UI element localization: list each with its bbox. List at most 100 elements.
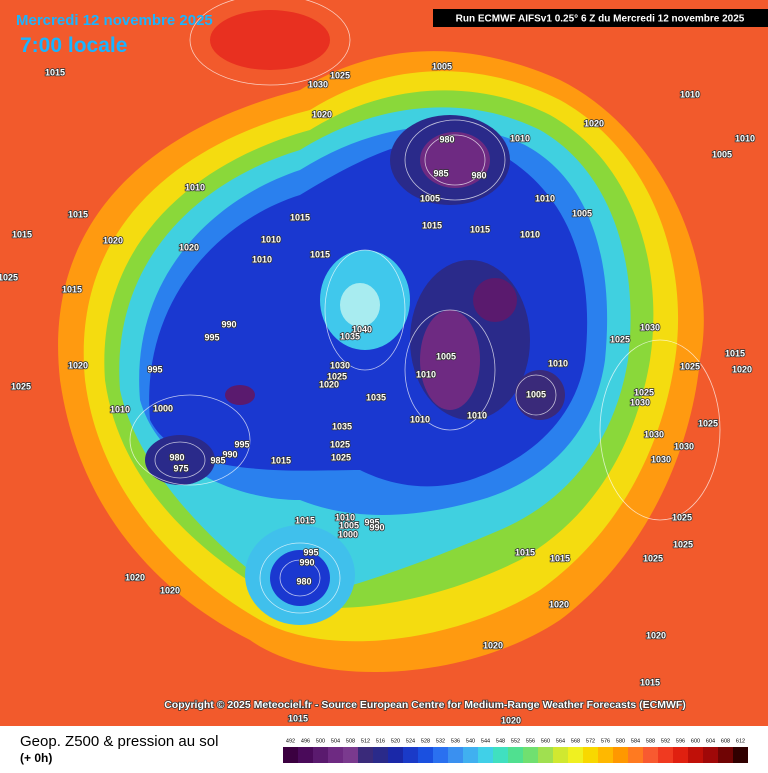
pressure-label: 1020 — [160, 585, 180, 595]
pressure-label: 1015 — [550, 553, 570, 563]
colorbar-label: 512 — [361, 738, 370, 744]
colorbar-swatch — [433, 747, 448, 763]
colorbar-swatch — [328, 747, 343, 763]
colorbar-swatch — [388, 747, 403, 763]
pressure-label: 1035 — [332, 421, 352, 431]
colorbar-label: 516 — [376, 738, 385, 744]
pressure-label: 1010 — [520, 229, 540, 239]
colorbar-label: 612 — [736, 738, 745, 744]
pressure-label: 1000 — [338, 529, 358, 539]
pressure-label: 1020 — [68, 360, 88, 370]
pressure-label: 995 — [364, 517, 379, 527]
pressure-label: 1020 — [549, 599, 569, 609]
legend-title: Geop. Z500 & pression au sol — [20, 733, 218, 750]
colorbar-label: 556 — [526, 738, 535, 744]
colorbar-label: 580 — [616, 738, 625, 744]
pressure-label: 1020 — [584, 118, 604, 128]
colorbar-swatch — [358, 747, 373, 763]
pressure-label: 1030 — [674, 441, 694, 451]
pressure-label: 995 — [303, 547, 318, 557]
pressure-label: 1030 — [330, 360, 350, 370]
colorbar-swatch — [703, 747, 718, 763]
pressure-label: 995 — [204, 332, 219, 342]
colorbar-swatch — [508, 747, 523, 763]
pressure-label: 990 — [221, 319, 236, 329]
date: Mercredi 12 novembre 2025 — [16, 12, 213, 29]
pressure-label: 1005 — [572, 208, 592, 218]
pressure-label: 1020 — [483, 640, 503, 650]
colorbar-swatch — [718, 747, 733, 763]
pressure-label: 1025 — [634, 387, 654, 397]
colorbar-swatch — [343, 747, 358, 763]
colorbar-label: 540 — [466, 738, 475, 744]
pressure-label: 1030 — [308, 79, 328, 89]
colorbar-label: 524 — [406, 738, 415, 744]
pressure-label: 1025 — [327, 371, 347, 381]
colorbar-swatch — [583, 747, 598, 763]
time: 7:00 locale — [20, 34, 127, 57]
pressure-label: 1005 — [432, 61, 452, 71]
pressure-label: 1010 — [335, 512, 355, 522]
colorbar-swatch — [403, 747, 418, 763]
colorbar-label: 560 — [541, 738, 550, 744]
pressure-label: 1030 — [630, 397, 650, 407]
colorbar-label: 536 — [451, 738, 460, 744]
pressure-label: 1040 — [352, 324, 372, 334]
pressure-label: 985 — [433, 168, 448, 178]
pressure-label: 1025 — [610, 334, 630, 344]
geopotential-field — [58, 10, 704, 673]
pressure-label: 1025 — [0, 272, 18, 282]
colorbar-swatch — [643, 747, 658, 763]
colorbar-label: 576 — [601, 738, 610, 744]
colorbar-label: 544 — [481, 738, 490, 744]
colorbar-swatch — [283, 747, 298, 763]
pressure-label: 1010 — [185, 182, 205, 192]
pressure-label: 1025 — [643, 553, 663, 563]
pressure-label: 1010 — [548, 358, 568, 368]
pressure-label: 1005 — [339, 520, 359, 530]
pressure-label: 1015 — [68, 209, 88, 219]
colorbar-label: 608 — [721, 738, 730, 744]
copyright: Copyright © 2025 Meteociel.fr - Source E… — [164, 699, 686, 711]
pressure-label: 995 — [147, 364, 162, 374]
pressure-label: 1015 — [62, 284, 82, 294]
pressure-label: 995 — [234, 439, 249, 449]
colorbar-swatch — [628, 747, 643, 763]
colorbar-swatch — [298, 747, 313, 763]
pressure-label: 1015 — [640, 677, 660, 687]
colorbar-swatch — [598, 747, 613, 763]
pressure-label: 1025 — [673, 539, 693, 549]
colorbar-label: 584 — [631, 738, 640, 744]
colorbar: 492 496 500 504 508 512 516 520 524 528 532 536 540 5… — [283, 738, 748, 763]
pressure-label: 1005 — [436, 351, 456, 361]
pressure-label: 975 — [173, 463, 188, 473]
colorbar-label: 596 — [676, 738, 685, 744]
pressure-label: 1005 — [712, 149, 732, 159]
pressure-label: 1015 — [290, 212, 310, 222]
colorbar-label: 588 — [646, 738, 655, 744]
pressure-label: 1010 — [252, 254, 272, 264]
pressure-label: 1020 — [312, 109, 332, 119]
pressure-label: 1020 — [732, 364, 752, 374]
pressure-label: 1020 — [103, 235, 123, 245]
pressure-label: 1035 — [366, 392, 386, 402]
pressure-label: 1020 — [125, 572, 145, 582]
isobars — [129, 0, 721, 614]
pressure-label: 1025 — [330, 70, 350, 80]
colorbar-swatch — [613, 747, 628, 763]
pressure-label: 1005 — [420, 193, 440, 203]
pressure-label: 1010 — [261, 234, 281, 244]
pressure-label: 1015 — [515, 547, 535, 557]
colorbar-label: 548 — [496, 738, 505, 744]
pressure-label: 1010 — [410, 414, 430, 424]
pressure-label: 990 — [299, 557, 314, 567]
pressure-label: 1015 — [422, 220, 442, 230]
colorbar-swatch — [553, 747, 568, 763]
pressure-label: 985 — [210, 455, 225, 465]
colorbar-label: 552 — [511, 738, 520, 744]
colorbar-label: 508 — [346, 738, 355, 744]
pressure-label: 1030 — [644, 429, 664, 439]
pressure-label: 980 — [471, 170, 486, 180]
